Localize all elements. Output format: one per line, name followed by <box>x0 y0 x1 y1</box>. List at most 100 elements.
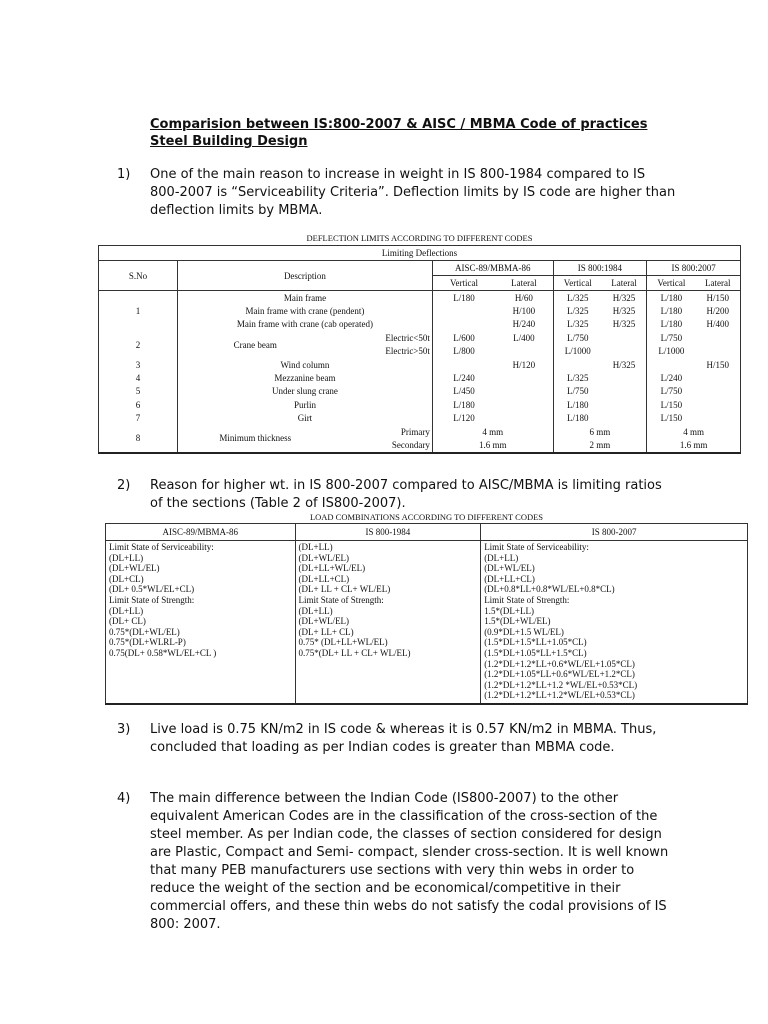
value-cell <box>695 331 740 344</box>
deflection-limits-table: Limiting Deflections S.No Description AISC-… <box>98 245 741 454</box>
value-cell <box>495 345 553 358</box>
value-cell: H/240 <box>512 319 536 330</box>
sub-description-cell: Secondary <box>391 439 430 450</box>
combination-line: 1.5*(DL+LL) <box>484 605 534 616</box>
lateral-header: Lateral <box>695 275 741 291</box>
value-cell: 6 mm <box>552 424 647 439</box>
description-cell: Minimum thickness <box>176 424 333 453</box>
value-cell: L/325 <box>552 290 602 305</box>
combination-line: (DL+LL) <box>109 552 144 563</box>
combination-line: 0.75(DL+ 0.58*WL/EL+CL ) <box>109 647 217 658</box>
value-cell: L/400 <box>513 332 535 343</box>
description-header: Description <box>177 260 433 291</box>
value-cell <box>495 412 553 425</box>
combination-cell: Limit State of Serviceability: (DL+LL) (DL… <box>480 540 748 704</box>
value-cell: L/450 <box>431 384 496 399</box>
combination-line: 0.75*(DL+WLRL-P) <box>109 637 186 648</box>
combination-line: (1.2*DL+1.2*LL+0.6*WL/EL+1.05*CL) <box>484 658 635 669</box>
value-cell: L/180 <box>646 304 696 318</box>
paragraph-text: One of the main reason to increase in we… <box>150 167 676 218</box>
sno-cell: 5 <box>98 384 178 399</box>
column-header: AISC-89/MBMA-86 <box>105 523 296 541</box>
combination-cell: Limit State of Serviceability: (DL+LL) (DL… <box>105 540 296 704</box>
combination-line: Limit State of Serviceability: <box>109 542 214 552</box>
value-cell: 1.6 mm <box>646 438 741 453</box>
paragraph-text: Reason for higher wt. in IS 800-2007 com… <box>150 478 662 511</box>
value-cell: L/180 <box>552 411 602 425</box>
column-header: IS 800-1984 <box>294 523 482 541</box>
sub-description-cell: Electric>50t <box>385 346 430 357</box>
combination-line: (DL+LL) <box>298 542 333 552</box>
table-row: 4 Mezzanine beam L/240 L/325 L/240 <box>98 371 741 385</box>
paragraph-2: 2) Reason for higher wt. in IS 800-2007 … <box>117 477 677 513</box>
sub-description-cell: Electric<50t <box>385 332 430 343</box>
value-cell: 2 mm <box>552 438 647 453</box>
title-line-1: Comparision between IS:800-2007 & AISC /… <box>150 117 648 132</box>
combination-line: (DL+LL+WL/EL) <box>298 563 366 574</box>
combination-line: (DL+0.8*LL+0.8*WL/EL+0.8*CL) <box>484 584 615 595</box>
description-cell: Main frame <box>177 290 433 305</box>
combination-line: (1.5*DL+1.5*LL+1.05*CL) <box>484 637 587 648</box>
combination-line: Limit State of Strength: <box>109 594 195 605</box>
paragraph-number: 3) <box>117 722 131 737</box>
value-cell <box>695 398 740 411</box>
table-row: Limit State of Serviceability: (DL+LL) (DL… <box>105 540 748 704</box>
value-cell <box>495 371 553 384</box>
value-cell: L/1000 <box>646 344 696 358</box>
table-row: Main frame with crane (pendent) H/100 L/32… <box>99 304 741 318</box>
column-header: IS 800-2007 <box>480 523 748 541</box>
deflection-table-caption: DEFLECTION LIMITS ACCORDING TO DIFFERENT… <box>306 233 533 243</box>
lateral-header: Lateral <box>601 275 647 291</box>
description-cell: Girt <box>177 411 433 425</box>
value-cell <box>602 412 647 425</box>
paragraph-4: 4) The main difference between the India… <box>117 790 677 934</box>
table-row: 2 Crane beam Electric<50t L/600 L/400 L/750 L/… <box>98 331 741 358</box>
value-cell: H/400 <box>706 319 729 330</box>
value-cell: 4 mm <box>431 424 554 439</box>
value-cell <box>552 357 602 372</box>
table-row: 3 Wind column H/120 H/325 H/150 <box>98 357 741 372</box>
table-row: 8 Minimum thickness Primary 4 mm 6 mm 4 mm <box>98 424 741 453</box>
value-cell <box>602 371 647 384</box>
description-cell: Under slung crane <box>177 384 433 399</box>
value-cell: 4 mm <box>646 424 741 439</box>
description-cell: Wind column <box>177 357 433 372</box>
sno-header: S.No <box>98 260 178 291</box>
table-row: Main frame with crane (cab operated) H/24… <box>99 317 741 332</box>
value-cell: L/180 <box>646 290 696 305</box>
value-cell: L/150 <box>646 411 696 425</box>
sno-cell: 4 <box>98 371 178 385</box>
combination-line: (DL+ CL) <box>109 616 146 627</box>
value-cell: L/240 <box>431 371 496 385</box>
combination-line: Limit State of Serviceability: <box>484 542 589 552</box>
combination-line: (DL+WL/EL) <box>484 563 535 574</box>
combination-line: (1.2*DL+1.2*LL+1.2 *WL/EL+0.53*CL) <box>484 679 638 690</box>
value-cell <box>431 357 496 372</box>
value-cell: L/750 <box>646 384 696 399</box>
value-cell: H/325 <box>612 319 636 330</box>
combination-line: (DL+CL) <box>109 573 144 584</box>
combination-line: Limit State of Strength: <box>484 594 570 605</box>
load-table-caption: LOAD COMBINATIONS ACCORDING TO DIFFERENT… <box>309 512 544 522</box>
value-cell <box>695 385 740 398</box>
paragraph-3: 3) Live load is 0.75 KN/m2 in IS code & … <box>117 721 677 757</box>
sno-cell: 7 <box>98 411 178 425</box>
sno-cell: 6 <box>98 398 178 412</box>
value-cell <box>602 385 647 398</box>
code-header: IS 800:2007 <box>646 260 741 276</box>
value-cell: L/180 <box>431 290 496 305</box>
table-row: 1 Main frame L/180 H/60 L/325 H/325 L/180 H/150 <box>98 290 741 332</box>
value-cell: L/1000 <box>552 344 602 358</box>
value-cell: L/120 <box>431 411 496 425</box>
combination-line: (DL+LL) <box>109 605 144 616</box>
value-cell: L/325 <box>552 371 602 385</box>
sno-cell: 1 <box>98 290 178 332</box>
paragraph-number: 4) <box>117 791 131 806</box>
value-cell: H/100 <box>512 306 536 317</box>
value-cell: 1.6 mm <box>431 438 554 453</box>
value-cell <box>431 317 496 332</box>
description-cell: Purlin <box>177 398 433 412</box>
value-cell: H/325 <box>612 306 636 317</box>
load-combinations-table: AISC-89/MBMA-86 IS 800-1984 IS 800-2007 Lim… <box>105 523 748 705</box>
super-header: Limiting Deflections <box>98 245 741 261</box>
